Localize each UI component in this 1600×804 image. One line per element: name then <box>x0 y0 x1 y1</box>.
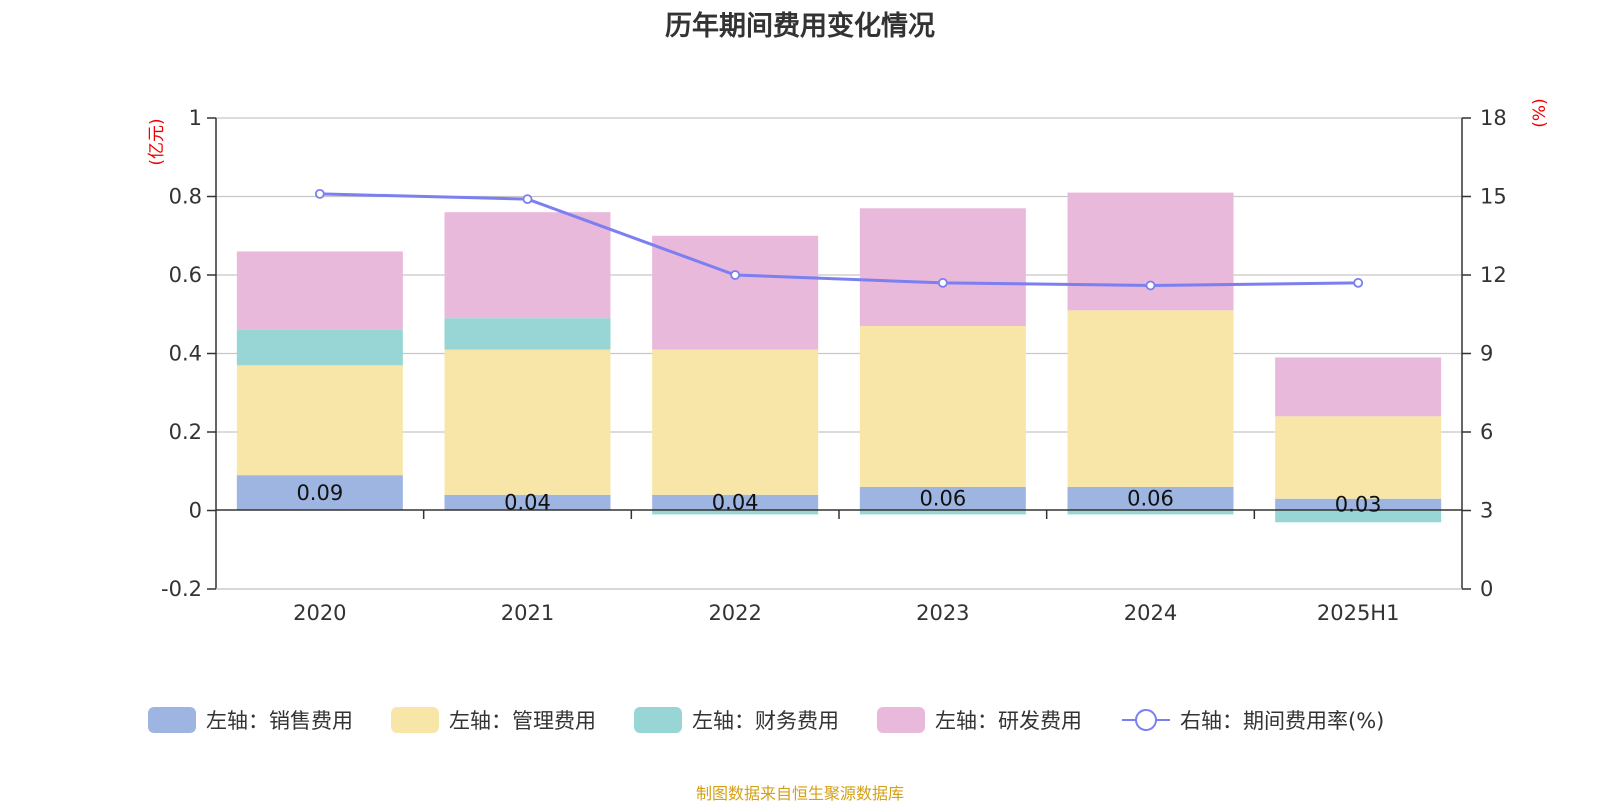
bar-1-2020 <box>236 475 403 511</box>
line-point-2023 <box>937 277 948 288</box>
data-label-2025H1: 0.03 <box>1335 493 1382 517</box>
left-tick-label: 0.2 <box>169 420 202 444</box>
bar-2-2023 <box>859 326 1026 487</box>
left-tick-label: -0.2 <box>161 577 202 601</box>
bar-2-2021 <box>444 349 611 495</box>
axes: -0.2 0 0.2 0.4 0.6 0.8 1 0 3 6 9 12 15 18 2020 2021 2022… <box>147 98 1550 625</box>
bar-3-2025H1 <box>1275 510 1442 523</box>
line-series-group <box>314 188 1364 291</box>
right-tick-label: 9 <box>1480 342 1493 366</box>
line-point-2022 <box>730 270 741 280</box>
legend-label-3: 左轴：财务费用 <box>692 709 839 733</box>
x-tick-label-2024: 2024 <box>1124 601 1177 625</box>
bar-1-2025H1 <box>1275 498 1442 511</box>
legend-swatch-3 <box>634 707 682 733</box>
bar-2-2020 <box>236 365 403 476</box>
line-point-2025H1 <box>1353 277 1364 288</box>
bar-3-2024 <box>1067 510 1234 515</box>
data-label-2022: 0.04 <box>712 491 759 515</box>
source-note: 制图数据来自恒生聚源数据库 <box>695 784 904 803</box>
x-tick-label-2022: 2022 <box>708 601 761 625</box>
data-label-2023: 0.06 <box>919 487 966 511</box>
bar-4-2021 <box>444 212 611 319</box>
legend-swatch-4 <box>877 707 925 733</box>
bar-series-group <box>236 192 1442 523</box>
line-point-2021 <box>522 194 533 205</box>
right-axis-unit: (%) <box>1530 98 1550 127</box>
x-tick-label-2020: 2020 <box>293 601 346 625</box>
left-axis-unit: (亿元) <box>147 118 167 165</box>
bar-4-2025H1 <box>1275 357 1442 417</box>
right-tick-label: 12 <box>1480 263 1507 287</box>
bar-2-2025H1 <box>1275 416 1442 499</box>
left-tick-label: 1 <box>189 106 202 130</box>
bar-1-2024 <box>1067 486 1234 511</box>
right-tick-label: 6 <box>1480 420 1493 444</box>
data-label-2024: 0.06 <box>1127 487 1174 511</box>
bar-2-2022 <box>652 349 819 495</box>
data-label-2020: 0.09 <box>296 481 343 505</box>
x-tick-label-2023: 2023 <box>916 601 969 625</box>
x-tick-label-2021: 2021 <box>501 601 554 625</box>
left-tick-label: 0.4 <box>169 342 202 366</box>
line-expense-rate <box>319 192 1359 287</box>
chart-title: 历年期间费用变化情况 <box>665 11 935 42</box>
right-tick-label: 3 <box>1480 499 1493 523</box>
bar-3-2020 <box>236 329 403 366</box>
bar-2-2024 <box>1067 310 1234 487</box>
bar-4-2023 <box>859 208 1026 327</box>
right-tick-label: 0 <box>1480 577 1493 601</box>
data-labels: 0.09 0.04 0.04 0.06 0.06 0.03 <box>296 481 1381 517</box>
bar-4-2024 <box>1067 192 1234 311</box>
legend-swatch-1 <box>148 707 196 733</box>
legend-label-5: 右轴：期间费用率(%) <box>1180 709 1384 733</box>
legend-label-2: 左轴：管理费用 <box>449 709 596 733</box>
legend-swatch-2 <box>391 707 439 733</box>
line-point-2024 <box>1145 280 1156 291</box>
x-tick-label-2025H1: 2025H1 <box>1317 601 1400 625</box>
right-tick-label: 15 <box>1480 185 1507 209</box>
line-point-2020 <box>314 188 325 199</box>
bar-3-2021 <box>444 318 611 350</box>
left-tick-label: 0.6 <box>169 263 202 287</box>
bar-1-2021 <box>444 494 611 511</box>
bar-3-2023 <box>859 510 1026 515</box>
bar-1-2022 <box>652 494 819 511</box>
right-tick-label: 18 <box>1480 106 1507 130</box>
bar-4-2020 <box>236 251 403 330</box>
bar-3-2022 <box>652 510 819 515</box>
legend: 左轴：销售费用 左轴：管理费用 左轴：财务费用 左轴：研发费用 右轴：期间费用率(%) <box>148 707 1384 733</box>
bar-1-2023 <box>859 486 1026 511</box>
left-tick-label: 0.8 <box>169 185 202 209</box>
legend-label-1: 左轴：销售费用 <box>206 709 353 733</box>
data-label-2021: 0.04 <box>504 491 551 515</box>
legend-marker-icon <box>1135 709 1157 731</box>
left-tick-label: 0 <box>189 499 202 523</box>
legend-label-4: 左轴：研发费用 <box>935 709 1082 733</box>
